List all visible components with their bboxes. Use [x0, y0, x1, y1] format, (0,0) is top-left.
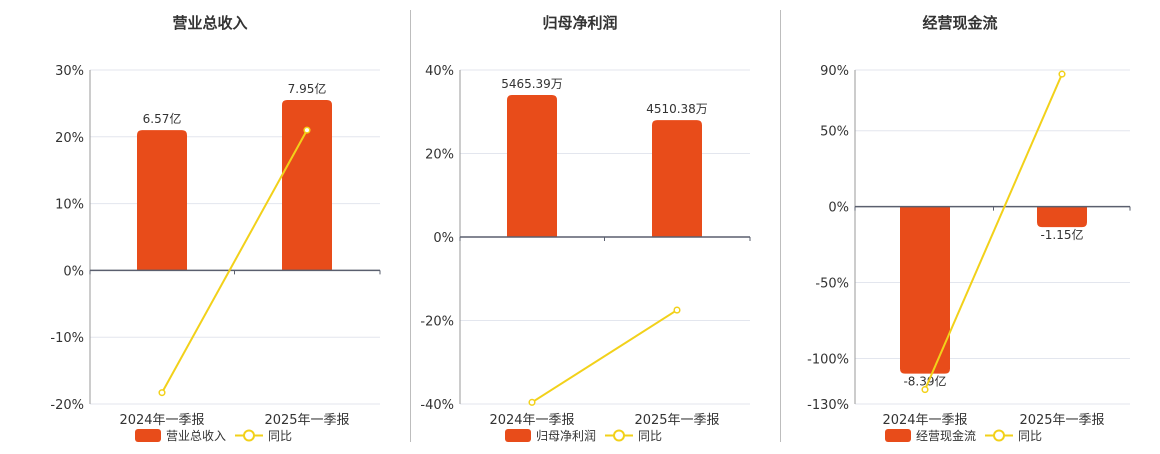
bar-data-label: -1.15亿 [1040, 227, 1083, 242]
revenue-chart: 营业总收入 -20% -10% 0% 10% 20% 30% 6.57亿 7.95亿 2024年一… [50, 14, 381, 443]
bar [137, 130, 187, 271]
y-tick-label: 0% [63, 264, 84, 279]
chart-title: 经营现金流 [922, 14, 997, 32]
yoy-point [1058, 70, 1066, 78]
legend-bar-label: 营业总收入 [166, 429, 226, 443]
yoy-line [531, 309, 678, 404]
chart-title: 营业总收入 [172, 14, 247, 32]
legend-line-marker [993, 429, 1005, 442]
y-tick-label: -100% [807, 352, 849, 367]
y-tick-label: 10% [55, 198, 84, 213]
x-category-label: 2025年一季报 [264, 413, 349, 428]
y-tick-label: 40% [425, 64, 454, 79]
legend-line-label: 同比 [268, 429, 292, 443]
yoy-line [924, 73, 1063, 390]
y-tick-label: -40% [420, 398, 454, 413]
chart-panel-revenue: 营业总收入 -20% -10% 0% 10% 20% 30% 6.57亿 7.95亿 2024年一… [0, 0, 410, 454]
x-category-label: 2024年一季报 [882, 413, 967, 428]
y-tick-label: 20% [425, 148, 454, 163]
x-category-label: 2025年一季报 [634, 413, 719, 428]
yoy-point [528, 398, 536, 406]
bar-data-label: 4510.38万 [646, 102, 708, 116]
y-tick-label: -20% [420, 315, 454, 330]
y-tick-label: 50% [820, 125, 849, 140]
bar-data-label: -8.39亿 [903, 374, 946, 389]
legend-line-marker [613, 429, 625, 442]
bar-data-label: 7.95亿 [288, 81, 327, 96]
yoy-line [161, 129, 308, 394]
cash-flow-chart: 经营现金流 -130% -100% -50% 0% 50% 90% -8.39亿 -1.15亿 2… [807, 14, 1131, 443]
bar [282, 100, 332, 271]
net-profit-chart: 归母净利润 -40% -20% 0% 20% 40% 5465.39万 4510.38万 202… [420, 14, 751, 443]
yoy-point [158, 389, 166, 397]
legend-bar-swatch [885, 429, 911, 442]
y-tick-label: 30% [55, 64, 84, 79]
legend-bar-swatch [135, 429, 161, 442]
chart-panel-net-profit: 归母净利润 -40% -20% 0% 20% 40% 5465.39万 4510.38万 202… [410, 0, 780, 454]
legend-bar-label: 经营现金流 [916, 428, 976, 443]
y-tick-label: 20% [55, 131, 84, 146]
bar [1037, 206, 1087, 228]
y-tick-label: 0% [433, 231, 454, 246]
bar [652, 120, 702, 237]
y-tick-label: -130% [807, 398, 849, 413]
yoy-point [921, 386, 929, 394]
bar-data-label: 6.57亿 [143, 111, 182, 126]
y-tick-label: 90% [820, 64, 849, 79]
y-tick-label: 0% [828, 201, 849, 216]
yoy-point [303, 126, 311, 134]
legend-bar-label: 归母净利润 [536, 429, 596, 443]
legend-bar-swatch [505, 429, 531, 442]
bar-data-label: 5465.39万 [501, 77, 563, 91]
x-category-label: 2025年一季报 [1019, 413, 1104, 428]
y-tick-label: -20% [50, 398, 84, 413]
legend-line-label: 同比 [638, 429, 662, 443]
bar [507, 95, 557, 237]
legend-line-marker [243, 429, 255, 442]
chart-panel-cash-flow: 经营现金流 -130% -100% -50% 0% 50% 90% -8.39亿 -1.15亿 2… [780, 0, 1160, 454]
y-tick-label: -50% [815, 277, 849, 292]
legend-line-label: 同比 [1018, 429, 1042, 443]
yoy-point [673, 306, 681, 314]
x-category-label: 2024年一季报 [489, 413, 574, 428]
panel-divider [780, 10, 781, 442]
y-tick-label: -10% [50, 331, 84, 346]
x-category-label: 2024年一季报 [119, 413, 204, 428]
panel-divider [410, 10, 411, 442]
chart-title: 归母净利润 [542, 14, 617, 32]
bar [900, 206, 950, 374]
